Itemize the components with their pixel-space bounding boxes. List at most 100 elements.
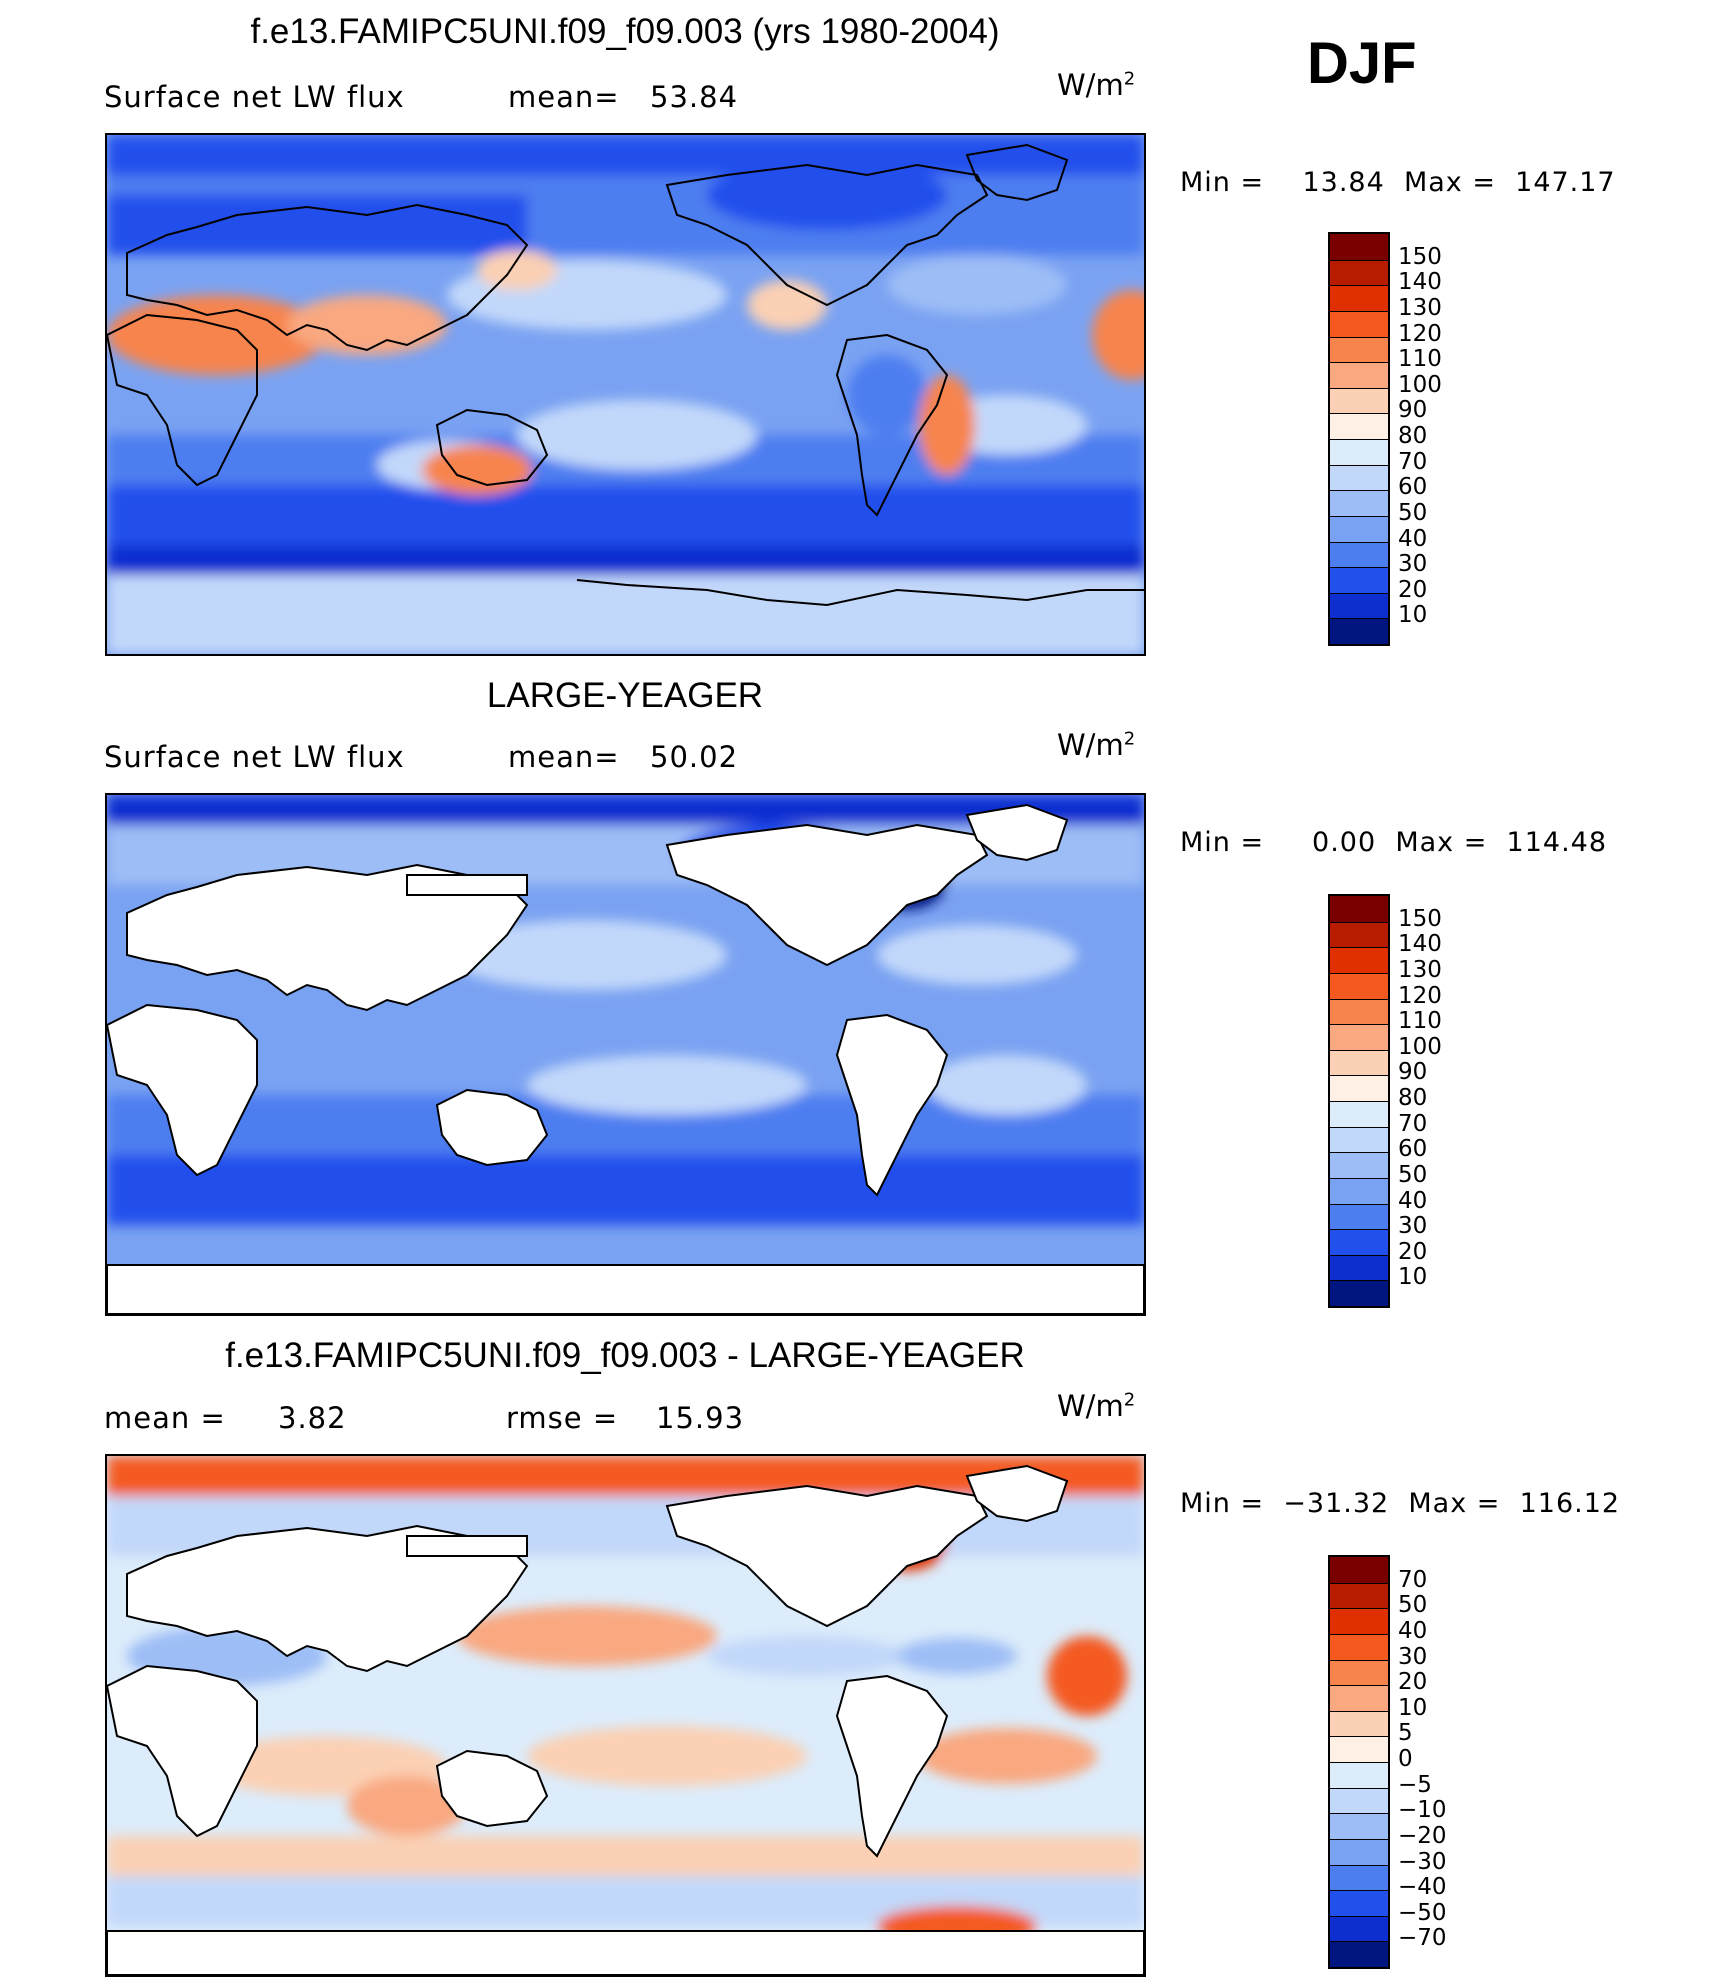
- colorbar-tick-label: 20: [1398, 576, 1428, 603]
- panel-2-min-label: Min =: [1180, 827, 1265, 858]
- colorbar-swatch: [1330, 1254, 1388, 1281]
- colorbar-tick-label: 110: [1398, 346, 1442, 373]
- colorbar-tick-label: 130: [1398, 294, 1442, 321]
- colorbar-swatch: [1330, 618, 1388, 644]
- colorbar-swatch: [1330, 592, 1388, 619]
- colorbar-swatch: [1330, 1608, 1388, 1634]
- colorbar-swatch: [1330, 1762, 1388, 1788]
- panel-1-max-label: Max =: [1403, 167, 1496, 198]
- colorbar-swatch: [1330, 972, 1388, 999]
- colorbar-tick-label: 140: [1398, 931, 1442, 958]
- colorbar-swatch: [1330, 1736, 1388, 1762]
- panel-3-units: W/m2: [1057, 1389, 1136, 1423]
- colorbar-tick-label: 20: [1398, 1238, 1428, 1265]
- panel-3-min-value: −31.32: [1283, 1488, 1390, 1519]
- colorbar-tick-label: 60: [1398, 474, 1428, 501]
- colorbar-swatch: [1330, 921, 1388, 948]
- panel-1-title: f.e13.FAMIPC5UNI.f09_f09.003 (yrs 1980-2…: [250, 12, 1000, 51]
- colorbar-tick-label: 90: [1398, 1059, 1428, 1086]
- colorbar-tick-label: −5: [1398, 1771, 1432, 1798]
- colorbar-tick-label: 100: [1398, 371, 1442, 398]
- panel-1-map-canvas: [107, 135, 1144, 654]
- colorbar-tick-label: 50: [1398, 1592, 1428, 1619]
- colorbar-tick-label: −10: [1398, 1797, 1447, 1824]
- panel-2-mean-label: mean=: [508, 740, 620, 774]
- panel-3-mean-label: mean =: [104, 1401, 226, 1435]
- panel-2-mean-value: 50.02: [650, 740, 739, 774]
- panel-3-title: f.e13.FAMIPC5UNI.f09_f09.003 - LARGE-YEA…: [225, 1336, 1025, 1375]
- panel-3-max-label: Max =: [1408, 1488, 1501, 1519]
- colorbar-swatch: [1330, 1941, 1388, 1967]
- panel-1-mean-value: 53.84: [650, 80, 739, 114]
- colorbar-tick-label: 40: [1398, 1617, 1428, 1644]
- colorbar-swatch: [1330, 1280, 1388, 1306]
- colorbar-tick-label: 20: [1398, 1669, 1428, 1696]
- colorbar-swatch: [1330, 1024, 1388, 1050]
- colorbar-swatch: [1330, 1813, 1388, 1839]
- colorbar-swatch: [1330, 336, 1388, 363]
- colorbar-swatch: [1330, 1633, 1388, 1660]
- colorbar-swatch: [1330, 1659, 1388, 1686]
- panel-2-max-value: 114.48: [1506, 827, 1608, 858]
- colorbar-tick-label: 130: [1398, 956, 1442, 983]
- panel-1-mean-label: mean=: [508, 80, 620, 114]
- panel-2-min-value: 0.00: [1312, 827, 1377, 858]
- panel-3-min-label: Min =: [1180, 1488, 1265, 1519]
- colorbar-swatch: [1330, 1152, 1388, 1178]
- colorbar-swatch: [1330, 387, 1388, 414]
- colorbar-swatch: [1330, 1126, 1388, 1153]
- panel-2-land-mask: [107, 803, 1144, 1314]
- panel-3-mean-value: 3.82: [278, 1401, 347, 1435]
- colorbar-swatch: [1330, 362, 1388, 388]
- colorbar-tick-label: 30: [1398, 1643, 1428, 1670]
- panel-1-min-value: 13.84: [1302, 167, 1385, 198]
- colorbar-swatch: [1330, 947, 1388, 973]
- colorbar-swatch: [1330, 1710, 1388, 1737]
- colorbar-swatch: [1330, 1203, 1388, 1230]
- panel-1-units: W/m2: [1057, 68, 1136, 102]
- panel-1-max-value: 147.17: [1515, 167, 1616, 198]
- colorbar-swatch: [1330, 259, 1388, 286]
- panel-3-minmax: Min = −31.32 Max = 116.12: [1180, 1488, 1620, 1519]
- colorbar-swatch: [1330, 896, 1388, 922]
- colorbar-tick-label: 5: [1398, 1720, 1413, 1747]
- colorbar-tick-label: 120: [1398, 982, 1442, 1009]
- panel-3-rmse-label: rmse =: [506, 1401, 619, 1435]
- colorbar-swatch: [1330, 541, 1388, 568]
- colorbar-swatch: [1330, 1075, 1388, 1101]
- colorbar-swatch: [1330, 567, 1388, 593]
- colorbar-tick-label: 120: [1398, 320, 1442, 347]
- colorbar-swatch: [1330, 490, 1388, 516]
- panel-1-map: [105, 133, 1146, 656]
- colorbar-tick-label: −40: [1398, 1874, 1447, 1901]
- colorbar-swatch: [1330, 998, 1388, 1025]
- colorbar-swatch: [1330, 1101, 1388, 1127]
- panel-1-min-label: Min =: [1180, 167, 1265, 198]
- colorbar-swatch: [1330, 413, 1388, 439]
- panel-1-minmax: Min = 13.84 Max = 147.17: [1180, 167, 1616, 198]
- panel-3-land-mask: [107, 1464, 1144, 1975]
- colorbar-tick-label: 70: [1398, 1110, 1428, 1137]
- panel-2-minmax: Min = 0.00 Max = 114.48: [1180, 827, 1607, 858]
- colorbar-swatch: [1330, 1229, 1388, 1255]
- panel-3-colorbar: [1328, 1555, 1390, 1969]
- colorbar-swatch: [1330, 1915, 1388, 1942]
- colorbar-tick-label: −70: [1398, 1925, 1447, 1952]
- colorbar-tick-label: 140: [1398, 269, 1442, 296]
- colorbar-tick-label: −20: [1398, 1822, 1447, 1849]
- colorbar-tick-label: 150: [1398, 243, 1442, 270]
- colorbar-tick-label: 0: [1398, 1746, 1413, 1772]
- colorbar-tick-label: 40: [1398, 525, 1428, 552]
- panel-3-map-canvas: [107, 1456, 1144, 1975]
- colorbar-tick-label: 40: [1398, 1187, 1428, 1214]
- panel-2-colorbar: [1328, 894, 1390, 1308]
- colorbar-swatch: [1330, 1557, 1388, 1583]
- colorbar-swatch: [1330, 1864, 1388, 1891]
- colorbar-tick-label: 50: [1398, 499, 1428, 526]
- colorbar-tick-label: 100: [1398, 1033, 1442, 1060]
- colorbar-tick-label: 10: [1398, 602, 1428, 629]
- colorbar-tick-label: 10: [1398, 1264, 1428, 1291]
- colorbar-tick-label: 70: [1398, 448, 1428, 475]
- colorbar-tick-label: 70: [1398, 1566, 1428, 1593]
- colorbar-swatch: [1330, 310, 1388, 337]
